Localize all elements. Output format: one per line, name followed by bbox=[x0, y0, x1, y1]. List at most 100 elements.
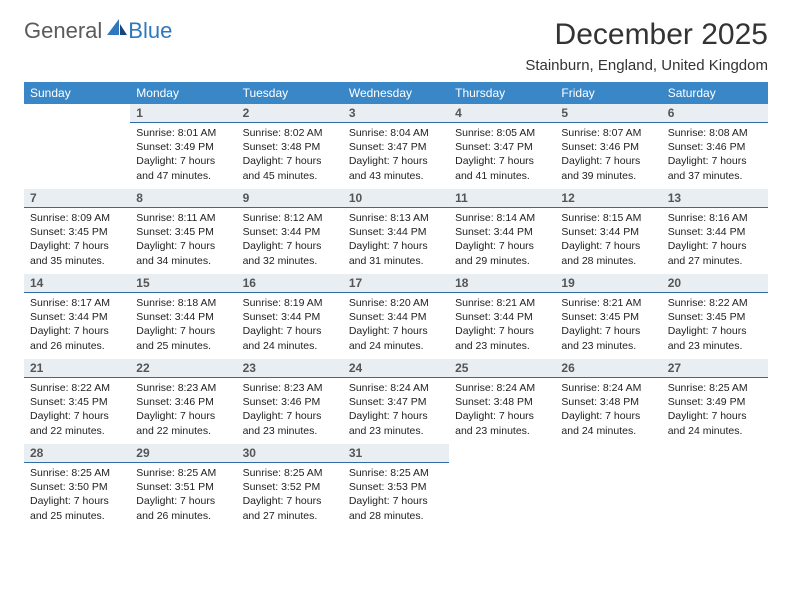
weekday-header: Tuesday bbox=[237, 82, 343, 104]
day-line-ss: Sunset: 3:44 PM bbox=[349, 225, 443, 239]
calendar-day-cell: 20Sunrise: 8:22 AMSunset: 3:45 PMDayligh… bbox=[662, 274, 768, 359]
day-line-ss: Sunset: 3:44 PM bbox=[243, 310, 337, 324]
day-line-d1: Daylight: 7 hours bbox=[243, 154, 337, 168]
day-line-d2: and 25 minutes. bbox=[136, 339, 230, 353]
day-line-sr: Sunrise: 8:25 AM bbox=[668, 381, 762, 395]
day-line-d1: Daylight: 7 hours bbox=[668, 409, 762, 423]
day-line-d2: and 23 minutes. bbox=[561, 339, 655, 353]
day-details: Sunrise: 8:25 AMSunset: 3:50 PMDaylight:… bbox=[24, 463, 130, 527]
calendar-day-cell: . bbox=[555, 444, 661, 529]
calendar-day-cell: 2Sunrise: 8:02 AMSunset: 3:48 PMDaylight… bbox=[237, 104, 343, 189]
calendar-week-row: .1Sunrise: 8:01 AMSunset: 3:49 PMDayligh… bbox=[24, 104, 768, 189]
day-details: Sunrise: 8:23 AMSunset: 3:46 PMDaylight:… bbox=[130, 378, 236, 442]
day-line-d2: and 31 minutes. bbox=[349, 254, 443, 268]
calendar-day-cell: 4Sunrise: 8:05 AMSunset: 3:47 PMDaylight… bbox=[449, 104, 555, 189]
day-line-ss: Sunset: 3:45 PM bbox=[30, 395, 124, 409]
calendar-day-cell: . bbox=[24, 104, 130, 189]
calendar-day-cell: 26Sunrise: 8:24 AMSunset: 3:48 PMDayligh… bbox=[555, 359, 661, 444]
weekday-header: Thursday bbox=[449, 82, 555, 104]
day-line-sr: Sunrise: 8:11 AM bbox=[136, 211, 230, 225]
calendar-day-cell: 29Sunrise: 8:25 AMSunset: 3:51 PMDayligh… bbox=[130, 444, 236, 529]
day-line-ss: Sunset: 3:45 PM bbox=[668, 310, 762, 324]
day-details: Sunrise: 8:19 AMSunset: 3:44 PMDaylight:… bbox=[237, 293, 343, 357]
day-details: Sunrise: 8:08 AMSunset: 3:46 PMDaylight:… bbox=[662, 123, 768, 187]
day-line-ss: Sunset: 3:45 PM bbox=[561, 310, 655, 324]
day-line-sr: Sunrise: 8:18 AM bbox=[136, 296, 230, 310]
calendar-day-cell: . bbox=[449, 444, 555, 529]
day-details: Sunrise: 8:01 AMSunset: 3:49 PMDaylight:… bbox=[130, 123, 236, 187]
day-line-ss: Sunset: 3:47 PM bbox=[349, 140, 443, 154]
calendar-header-row: SundayMondayTuesdayWednesdayThursdayFrid… bbox=[24, 82, 768, 104]
day-number: 9 bbox=[237, 189, 343, 208]
calendar-day-cell: 15Sunrise: 8:18 AMSunset: 3:44 PMDayligh… bbox=[130, 274, 236, 359]
day-line-d2: and 22 minutes. bbox=[30, 424, 124, 438]
day-line-d2: and 24 minutes. bbox=[349, 339, 443, 353]
day-line-d2: and 23 minutes. bbox=[349, 424, 443, 438]
day-number: 24 bbox=[343, 359, 449, 378]
day-details: Sunrise: 8:11 AMSunset: 3:45 PMDaylight:… bbox=[130, 208, 236, 272]
day-details: Sunrise: 8:24 AMSunset: 3:48 PMDaylight:… bbox=[449, 378, 555, 442]
day-line-d2: and 35 minutes. bbox=[30, 254, 124, 268]
calendar-week-row: 21Sunrise: 8:22 AMSunset: 3:45 PMDayligh… bbox=[24, 359, 768, 444]
day-line-ss: Sunset: 3:53 PM bbox=[349, 480, 443, 494]
day-details: Sunrise: 8:24 AMSunset: 3:47 PMDaylight:… bbox=[343, 378, 449, 442]
day-line-d1: Daylight: 7 hours bbox=[561, 324, 655, 338]
calendar-day-cell: 12Sunrise: 8:15 AMSunset: 3:44 PMDayligh… bbox=[555, 189, 661, 274]
day-line-sr: Sunrise: 8:15 AM bbox=[561, 211, 655, 225]
day-line-d1: Daylight: 7 hours bbox=[136, 494, 230, 508]
day-line-sr: Sunrise: 8:23 AM bbox=[136, 381, 230, 395]
day-number: 14 bbox=[24, 274, 130, 293]
calendar-week-row: 14Sunrise: 8:17 AMSunset: 3:44 PMDayligh… bbox=[24, 274, 768, 359]
day-line-ss: Sunset: 3:44 PM bbox=[349, 310, 443, 324]
day-number: 7 bbox=[24, 189, 130, 208]
day-line-d1: Daylight: 7 hours bbox=[561, 154, 655, 168]
day-line-sr: Sunrise: 8:14 AM bbox=[455, 211, 549, 225]
calendar-body: .1Sunrise: 8:01 AMSunset: 3:49 PMDayligh… bbox=[24, 104, 768, 529]
day-number: 25 bbox=[449, 359, 555, 378]
day-line-d2: and 27 minutes. bbox=[243, 509, 337, 523]
day-line-d1: Daylight: 7 hours bbox=[349, 324, 443, 338]
day-line-ss: Sunset: 3:48 PM bbox=[561, 395, 655, 409]
day-line-d2: and 45 minutes. bbox=[243, 169, 337, 183]
day-line-sr: Sunrise: 8:21 AM bbox=[561, 296, 655, 310]
day-line-d2: and 24 minutes. bbox=[243, 339, 337, 353]
day-details: Sunrise: 8:22 AMSunset: 3:45 PMDaylight:… bbox=[662, 293, 768, 357]
day-line-d1: Daylight: 7 hours bbox=[668, 154, 762, 168]
day-line-d1: Daylight: 7 hours bbox=[455, 324, 549, 338]
day-number: 21 bbox=[24, 359, 130, 378]
day-line-ss: Sunset: 3:44 PM bbox=[243, 225, 337, 239]
day-line-sr: Sunrise: 8:08 AM bbox=[668, 126, 762, 140]
day-line-ss: Sunset: 3:44 PM bbox=[561, 225, 655, 239]
day-line-ss: Sunset: 3:50 PM bbox=[30, 480, 124, 494]
day-line-d2: and 43 minutes. bbox=[349, 169, 443, 183]
logo-sail-icon bbox=[106, 18, 128, 36]
day-line-ss: Sunset: 3:44 PM bbox=[668, 225, 762, 239]
calendar-week-row: 7Sunrise: 8:09 AMSunset: 3:45 PMDaylight… bbox=[24, 189, 768, 274]
logo-word-2: Blue bbox=[128, 18, 172, 44]
day-line-d1: Daylight: 7 hours bbox=[349, 154, 443, 168]
day-line-d1: Daylight: 7 hours bbox=[136, 239, 230, 253]
day-details: Sunrise: 8:25 AMSunset: 3:52 PMDaylight:… bbox=[237, 463, 343, 527]
day-line-d2: and 32 minutes. bbox=[243, 254, 337, 268]
page-header: General Blue December 2025 Stainburn, En… bbox=[24, 18, 768, 74]
day-line-ss: Sunset: 3:47 PM bbox=[455, 140, 549, 154]
day-number: 22 bbox=[130, 359, 236, 378]
calendar-day-cell: 28Sunrise: 8:25 AMSunset: 3:50 PMDayligh… bbox=[24, 444, 130, 529]
calendar-day-cell: 22Sunrise: 8:23 AMSunset: 3:46 PMDayligh… bbox=[130, 359, 236, 444]
day-number: 18 bbox=[449, 274, 555, 293]
weekday-header: Sunday bbox=[24, 82, 130, 104]
day-line-d2: and 23 minutes. bbox=[455, 339, 549, 353]
day-number: 3 bbox=[343, 104, 449, 123]
calendar-day-cell: 14Sunrise: 8:17 AMSunset: 3:44 PMDayligh… bbox=[24, 274, 130, 359]
day-line-sr: Sunrise: 8:23 AM bbox=[243, 381, 337, 395]
day-details: Sunrise: 8:15 AMSunset: 3:44 PMDaylight:… bbox=[555, 208, 661, 272]
day-line-d2: and 24 minutes. bbox=[561, 424, 655, 438]
day-line-d2: and 39 minutes. bbox=[561, 169, 655, 183]
day-line-sr: Sunrise: 8:25 AM bbox=[136, 466, 230, 480]
calendar-day-cell: 30Sunrise: 8:25 AMSunset: 3:52 PMDayligh… bbox=[237, 444, 343, 529]
day-number: 16 bbox=[237, 274, 343, 293]
calendar-day-cell: . bbox=[662, 444, 768, 529]
day-line-d1: Daylight: 7 hours bbox=[243, 494, 337, 508]
day-line-d2: and 34 minutes. bbox=[136, 254, 230, 268]
day-line-sr: Sunrise: 8:17 AM bbox=[30, 296, 124, 310]
